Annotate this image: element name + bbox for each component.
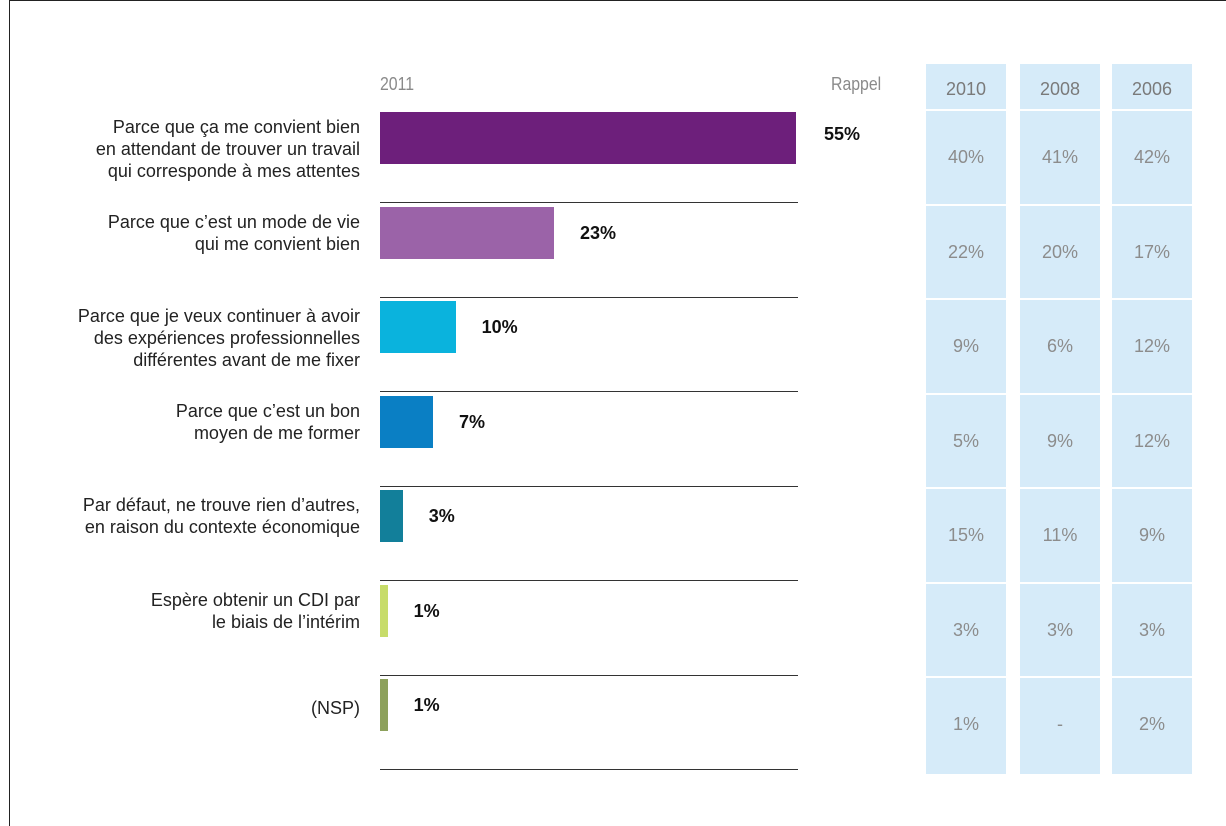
recall-cell: 20% — [1041, 241, 1079, 262]
category-label: Parce que c’est un mode de vie qui me co… — [107, 211, 360, 254]
recall-cell-divider — [1112, 392, 1192, 395]
recall-cell-divider — [1112, 298, 1192, 300]
bar-value-label: 1% — [413, 600, 440, 621]
bar-value-label: 3% — [428, 506, 455, 526]
recall-cell: 5% — [952, 430, 979, 451]
bar-value-label: 7% — [458, 411, 485, 432]
recall-cell: 3% — [1046, 619, 1073, 640]
recall-cell: - — [1057, 714, 1063, 734]
recall-cell: 15% — [947, 525, 985, 545]
bar-value-label: 1% — [413, 695, 440, 715]
recall-cell: 12% — [1133, 430, 1171, 451]
recall-cell: 40% — [947, 147, 985, 167]
recall-cell: 3% — [952, 619, 979, 640]
row-divider — [380, 485, 798, 487]
category-label: Parce que je veux continuer à avoir des … — [77, 306, 360, 370]
row-divider — [380, 391, 798, 392]
bar — [380, 679, 388, 731]
category-label: Parce que ça me convient bien en attenda… — [95, 117, 360, 181]
row-divider — [380, 769, 798, 770]
recall-cell: 6% — [1046, 336, 1073, 356]
recall-cell: 42% — [1133, 147, 1171, 167]
recall-cell-divider — [926, 581, 1006, 584]
recall-cell-divider — [1020, 581, 1100, 584]
category-label: Par défaut, ne trouve rien d’autres, en … — [82, 495, 360, 537]
category-label: (NSP) — [311, 698, 360, 718]
recall-column-background — [926, 64, 1006, 774]
recall-cell: 3% — [1138, 619, 1165, 640]
recall-cell-divider — [1112, 676, 1192, 678]
row-divider — [380, 580, 798, 581]
bar — [380, 584, 388, 637]
recall-cell-divider — [926, 298, 1006, 300]
recall-cell-divider — [1112, 581, 1192, 584]
recall-cell-divider — [926, 203, 1006, 206]
recall-column-background — [1112, 64, 1192, 774]
header-2011: 2011 — [380, 74, 415, 94]
recall-cell-divider — [1020, 487, 1100, 489]
chart-frame — [9, 0, 1226, 826]
recall-cell-divider — [1020, 109, 1100, 111]
row-divider — [380, 674, 798, 676]
recall-column-header: 2010 — [945, 79, 987, 99]
bar — [380, 395, 433, 448]
recall-cell-divider — [926, 487, 1006, 489]
recall-cell-divider — [1020, 392, 1100, 395]
recall-column-header: 2006 — [1131, 79, 1173, 99]
recall-cell-divider — [1020, 298, 1100, 300]
bar — [380, 206, 554, 259]
recall-cell-divider — [1020, 676, 1100, 678]
recall-cell: 2% — [1138, 714, 1165, 734]
category-label: Espère obtenir un CDI par le biais de l’… — [150, 589, 360, 632]
recall-cell: 41% — [1041, 147, 1079, 167]
recall-cell: 1% — [952, 714, 979, 734]
recall-cell: 12% — [1133, 336, 1171, 356]
bar — [380, 112, 796, 164]
recall-column-header: 2008 — [1039, 79, 1081, 99]
recall-cell-divider — [1112, 487, 1192, 489]
bar-value-label: 10% — [481, 317, 518, 337]
bar — [380, 490, 403, 542]
recall-cell-divider — [1020, 203, 1100, 206]
recall-cell: 9% — [1138, 525, 1165, 545]
row-divider — [380, 296, 798, 298]
recall-cell: 17% — [1133, 241, 1171, 262]
recall-cell: 9% — [1046, 430, 1073, 451]
bar — [380, 301, 456, 353]
recall-cell-divider — [926, 392, 1006, 395]
recall-cell-divider — [926, 676, 1006, 678]
recall-cell: 22% — [947, 241, 985, 262]
recall-cell-divider — [926, 109, 1006, 111]
header-rappel: Rappel — [831, 74, 882, 94]
row-divider — [380, 202, 798, 203]
bar-value-label: 55% — [824, 124, 861, 144]
recall-cell: 9% — [952, 336, 979, 356]
category-label: Parce que c’est un bon moyen de me forme… — [175, 400, 360, 443]
recall-cell-divider — [1112, 203, 1192, 206]
recall-cell-divider — [1112, 109, 1192, 111]
bar-value-label: 23% — [579, 222, 616, 243]
recall-cell: 11% — [1042, 525, 1078, 545]
recall-column-background — [1020, 64, 1100, 774]
